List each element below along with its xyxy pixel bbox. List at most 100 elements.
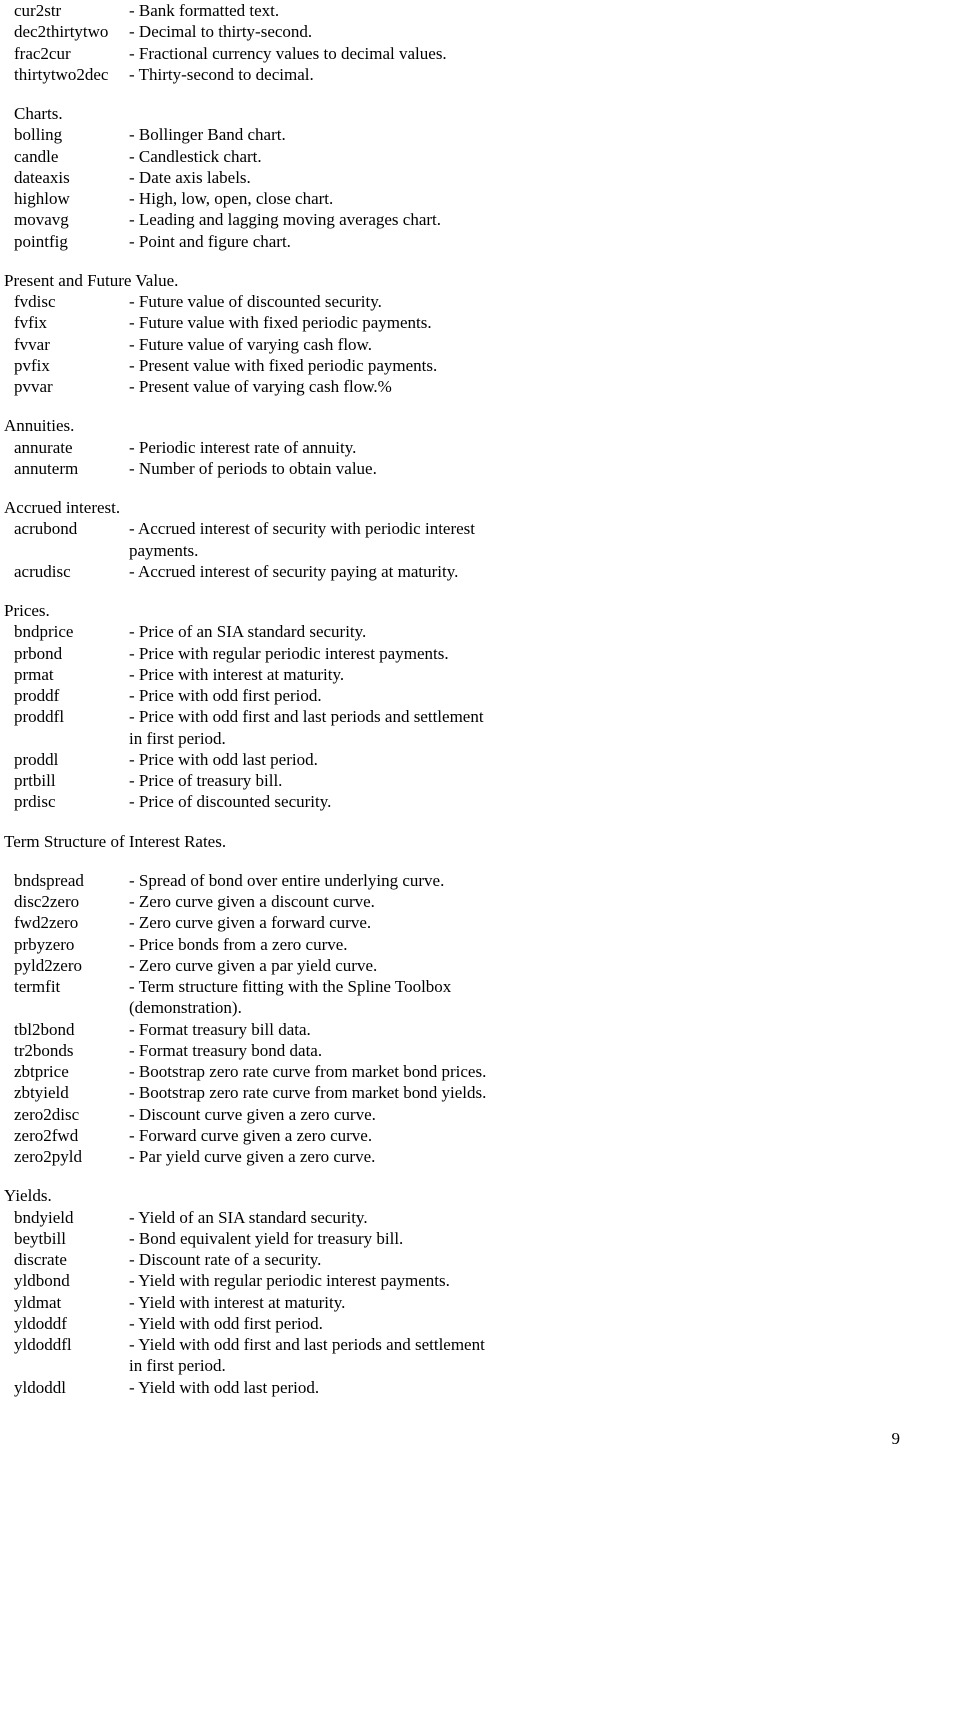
description: - Bank formatted text. [129,0,920,21]
description: - Forward curve given a zero curve. [129,1125,920,1146]
definition-row: frac2cur- Fractional currency values to … [14,43,920,64]
definition-row: yldoddl- Yield with odd last period. [14,1377,920,1398]
description: - Present value with fixed periodic paym… [129,355,920,376]
term: cur2str [14,0,129,21]
term: bndspread [14,870,129,891]
description: - Thirty-second to decimal. [129,64,920,85]
page-number: 9 [4,1428,920,1449]
definition-row: fvdisc- Future value of discounted secur… [14,291,920,312]
definition-row: beytbill- Bond equivalent yield for trea… [14,1228,920,1249]
definition-row: prdisc- Price of discounted security. [14,791,920,812]
description: - Price of an SIA standard security. [129,621,920,642]
description: - Zero curve given a forward curve. [129,912,920,933]
definition-row: bolling- Bollinger Band chart. [14,124,920,145]
definition-row: zbtprice- Bootstrap zero rate curve from… [14,1061,920,1082]
term: dec2thirtytwo [14,21,129,42]
section: cur2str- Bank formatted text.dec2thirtyt… [4,0,920,85]
description: - Periodic interest rate of annuity. [129,437,920,458]
description: - Discount curve given a zero curve. [129,1104,920,1125]
term: fwd2zero [14,912,129,933]
term: movavg [14,209,129,230]
section: Annuities.annurate- Periodic interest ra… [4,415,920,479]
term: pvvar [14,376,129,397]
description: - Yield with interest at maturity. [129,1292,920,1313]
definition-row: cur2str- Bank formatted text. [14,0,920,21]
term: yldmat [14,1292,129,1313]
term: prbond [14,643,129,664]
description: - Format treasury bill data. [129,1019,920,1040]
term: highlow [14,188,129,209]
term: thirtytwo2dec [14,64,129,85]
definition-row: dateaxis- Date axis labels. [14,167,920,188]
description: - Decimal to thirty-second. [129,21,920,42]
section: Prices.bndprice- Price of an SIA standar… [4,600,920,813]
definition-row: acrubond- Accrued interest of security w… [14,518,920,539]
definition-row: proddf- Price with odd first period. [14,685,920,706]
description: - Date axis labels. [129,167,920,188]
term: prbyzero [14,934,129,955]
term: prmat [14,664,129,685]
section-header: Term Structure of Interest Rates. [4,831,920,852]
description-continuation: in first period. [129,1355,920,1376]
definition-row: proddfl- Price with odd first and last p… [14,706,920,727]
section-header: Prices. [4,600,920,621]
definition-row: prtbill- Price of treasury bill. [14,770,920,791]
term: fvdisc [14,291,129,312]
term: pyld2zero [14,955,129,976]
description: - Yield with odd first period. [129,1313,920,1334]
section-header: Accrued interest. [4,497,920,518]
description: - Price with odd first and last periods … [129,706,920,727]
description: - Future value of varying cash flow. [129,334,920,355]
description: - Yield with regular periodic interest p… [129,1270,920,1291]
section: Yields.bndyield- Yield of an SIA standar… [4,1185,920,1398]
description: - Yield with odd last period. [129,1377,920,1398]
definition-row: fwd2zero- Zero curve given a forward cur… [14,912,920,933]
term: annuterm [14,458,129,479]
description: - Term structure fitting with the Spline… [129,976,920,997]
definition-row: bndspread- Spread of bond over entire un… [14,870,920,891]
description: - Present value of varying cash flow.% [129,376,920,397]
description: - Bollinger Band chart. [129,124,920,145]
definition-row: discrate- Discount rate of a security. [14,1249,920,1270]
description: - Price of discounted security. [129,791,920,812]
description: - Accrued interest of security paying at… [129,561,920,582]
section-header: Annuities. [4,415,920,436]
definition-row: pvfix- Present value with fixed periodic… [14,355,920,376]
section-header: Present and Future Value. [4,270,920,291]
definition-row: pvvar- Present value of varying cash flo… [14,376,920,397]
description: - Discount rate of a security. [129,1249,920,1270]
term: pointfig [14,231,129,252]
description: - Bond equivalent yield for treasury bil… [129,1228,920,1249]
description: - Spread of bond over entire underlying … [129,870,920,891]
description: - Price with regular periodic interest p… [129,643,920,664]
description: - Future value of discounted security. [129,291,920,312]
definition-row: movavg- Leading and lagging moving avera… [14,209,920,230]
definition-row: thirtytwo2dec- Thirty-second to decimal. [14,64,920,85]
description: - Bootstrap zero rate curve from market … [129,1082,920,1103]
definition-row: acrudisc- Accrued interest of security p… [14,561,920,582]
term: pvfix [14,355,129,376]
description: - Bootstrap zero rate curve from market … [129,1061,920,1082]
term: tbl2bond [14,1019,129,1040]
term: yldbond [14,1270,129,1291]
section: Accrued interest.acrubond- Accrued inter… [4,497,920,582]
description: - Accrued interest of security with peri… [129,518,920,539]
description: - Yield with odd first and last periods … [129,1334,920,1355]
section: Present and Future Value.fvdisc- Future … [4,270,920,398]
definition-row: bndprice- Price of an SIA standard secur… [14,621,920,642]
description: - Price with odd first period. [129,685,920,706]
definition-row: dec2thirtytwo- Decimal to thirty-second. [14,21,920,42]
definition-row: highlow- High, low, open, close chart. [14,188,920,209]
term: proddfl [14,706,129,727]
description: - Price with interest at maturity. [129,664,920,685]
section-header: Charts. [14,103,920,124]
term: zbtyield [14,1082,129,1103]
definition-row: yldmat- Yield with interest at maturity. [14,1292,920,1313]
description: - Future value with fixed periodic payme… [129,312,920,333]
description: - Zero curve given a discount curve. [129,891,920,912]
term: yldoddf [14,1313,129,1334]
term: prdisc [14,791,129,812]
term: fvfix [14,312,129,333]
definition-row: yldoddfl- Yield with odd first and last … [14,1334,920,1355]
definition-row: termfit- Term structure fitting with the… [14,976,920,997]
